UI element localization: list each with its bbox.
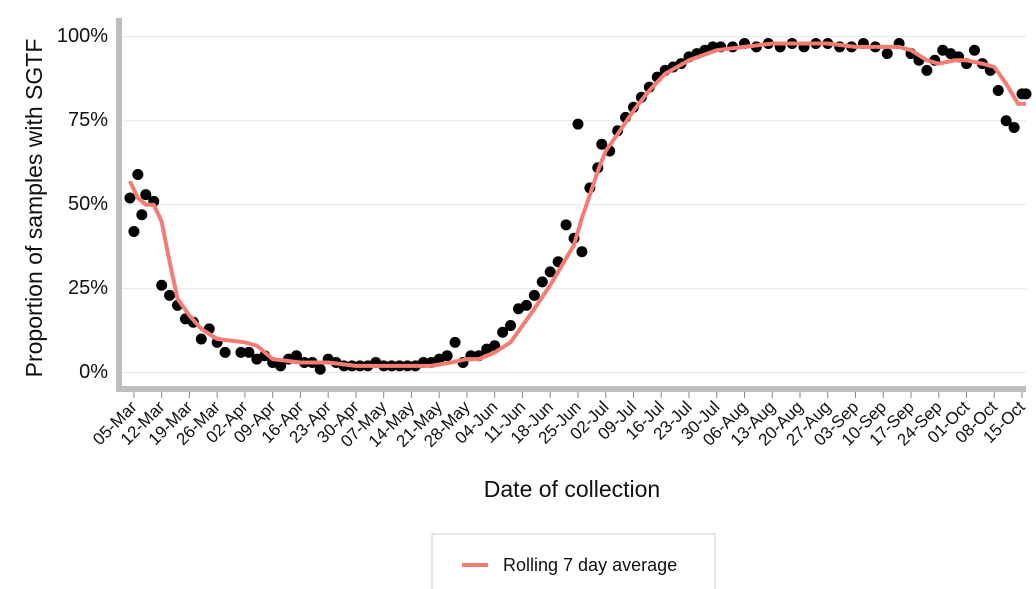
data-point xyxy=(572,118,584,130)
y-axis-title: Proportion of samples with SGTF xyxy=(21,39,47,378)
data-point xyxy=(275,360,287,372)
data-point xyxy=(441,350,453,362)
legend-label: Rolling 7 day average xyxy=(503,555,677,575)
data-point xyxy=(505,320,517,332)
rolling-line xyxy=(128,41,1026,368)
data-point xyxy=(243,346,255,358)
data-point xyxy=(128,226,140,238)
data-point xyxy=(449,336,461,348)
data-point xyxy=(560,219,572,231)
data-point xyxy=(156,279,168,291)
data-point xyxy=(544,266,556,278)
y-tick-label: 100% xyxy=(57,25,108,47)
data-point xyxy=(235,346,247,358)
data-point xyxy=(124,192,136,204)
data-point xyxy=(164,289,176,301)
data-point xyxy=(921,64,933,76)
data-point xyxy=(314,363,326,375)
data-point xyxy=(520,299,532,311)
data-point xyxy=(140,189,152,201)
data-point xyxy=(195,333,207,345)
x-axis-title: Date of collection xyxy=(484,476,660,502)
y-tick-label: 0% xyxy=(79,361,108,383)
data-point xyxy=(992,85,1004,97)
data-point xyxy=(536,276,548,288)
data-point xyxy=(132,168,144,180)
data-point xyxy=(528,289,540,301)
data-point xyxy=(881,48,893,60)
data-point xyxy=(968,44,980,56)
data-point xyxy=(136,209,148,221)
y-tick-label: 25% xyxy=(68,277,108,299)
legend xyxy=(431,533,716,589)
y-tick-label: 75% xyxy=(68,109,108,131)
data-point xyxy=(219,346,231,358)
data-point xyxy=(497,326,509,338)
grid xyxy=(122,36,1026,374)
data-point xyxy=(1000,115,1012,127)
y-axis xyxy=(116,18,122,392)
x-axis xyxy=(116,386,1026,392)
data-point xyxy=(1008,121,1020,133)
data-point xyxy=(290,350,302,362)
data-point xyxy=(1020,88,1032,100)
data-point xyxy=(596,138,608,150)
y-tick-label: 50% xyxy=(68,193,108,215)
data-point xyxy=(576,246,588,258)
